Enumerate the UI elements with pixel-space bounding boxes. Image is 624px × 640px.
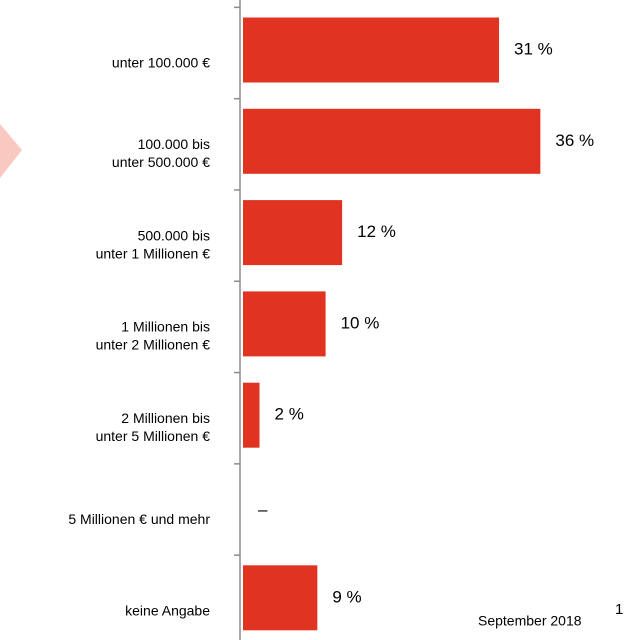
category-label: unter 500.000 € xyxy=(112,154,210,170)
bar xyxy=(243,17,500,83)
footer-date: September 2018 xyxy=(478,613,582,629)
bar xyxy=(243,108,541,174)
value-label: 10 % xyxy=(341,313,380,332)
value-label: 31 % xyxy=(514,39,553,58)
category-label: 1 Millionen bis xyxy=(121,319,210,335)
category-label: unter 5 Millionen € xyxy=(96,428,211,444)
value-label: 12 % xyxy=(357,222,396,241)
category-label: 5 Millionen € und mehr xyxy=(68,511,210,527)
bar xyxy=(243,291,326,357)
value-label: 2 % xyxy=(275,405,304,424)
category-label: unter 100.000 € xyxy=(112,55,210,71)
category-label: unter 2 Millionen € xyxy=(96,337,211,353)
value-label: 36 % xyxy=(555,131,594,150)
bar xyxy=(243,200,343,266)
value-label: – xyxy=(258,500,268,519)
category-label: 2 Millionen bis xyxy=(121,410,210,426)
bar xyxy=(243,382,260,448)
decoration xyxy=(0,124,22,178)
category-label: keine Angabe xyxy=(125,603,210,619)
page-number: 1 xyxy=(615,601,623,618)
category-label: unter 1 Millionen € xyxy=(96,245,211,261)
bar xyxy=(243,565,318,631)
value-label: 9 % xyxy=(332,587,361,606)
category-label: 100.000 bis xyxy=(138,136,210,152)
category-label: 500.000 bis xyxy=(138,227,210,243)
